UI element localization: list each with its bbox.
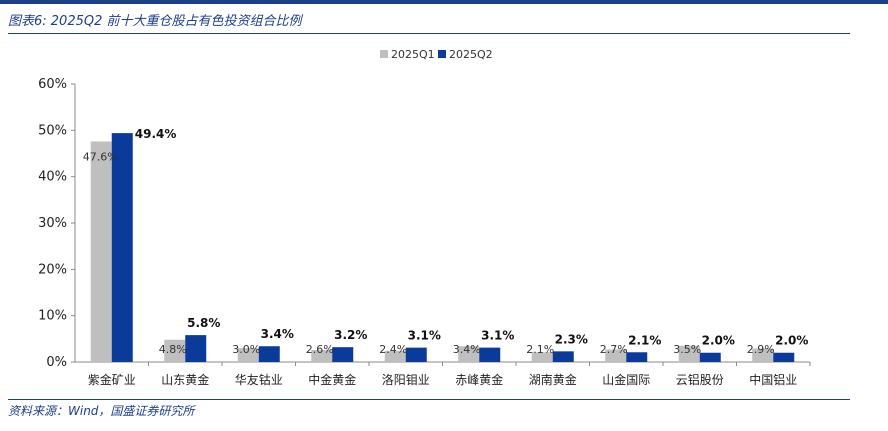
bar-2025q1 <box>458 346 480 362</box>
data-label-2025q2: 3.4% <box>261 327 294 341</box>
y-tick-label: 20% <box>38 262 67 277</box>
data-label-2025q1: 2.7% <box>600 343 628 356</box>
bars-group <box>90 133 795 362</box>
bar-2025q2 <box>479 347 501 362</box>
x-category-label: 中金黄金 <box>308 372 356 387</box>
bar-2025q1 <box>90 141 112 362</box>
legend-swatch-2025q1 <box>380 50 388 58</box>
y-tick-label: 10% <box>38 309 67 324</box>
data-label-2025q2: 2.3% <box>555 332 588 346</box>
x-category-label: 中国铝业 <box>749 372 797 387</box>
chart-legend: 2025Q1 2025Q2 <box>380 48 493 61</box>
data-label-2025q2: 5.8% <box>187 316 220 330</box>
top-accent-line <box>0 0 888 4</box>
bar-2025q1 <box>752 348 774 362</box>
bar-2025q1 <box>678 345 700 362</box>
y-tick-label: 60% <box>38 77 67 92</box>
bar-2025q1 <box>311 349 333 362</box>
y-tick-label: 50% <box>38 123 67 138</box>
title-divider <box>8 33 850 34</box>
bar-2025q2 <box>111 133 133 362</box>
bar-2025q2 <box>405 347 427 362</box>
x-category-label: 山金国际 <box>602 372 650 387</box>
bar-2025q2 <box>332 347 354 362</box>
data-label-2025q1: 3.4% <box>453 343 481 356</box>
bar-2025q1 <box>605 349 627 362</box>
data-label-2025q1: 2.9% <box>747 343 775 356</box>
x-category-label: 洛阳钼业 <box>382 372 430 387</box>
x-axis: 紫金矿业 山东黄金 华友钴业 中金黄金 洛阳钼业 赤峰黄金 湖南黄金 山金国际 云铝股份 中国铝业 <box>75 361 811 387</box>
y-tick-label: 40% <box>38 170 67 185</box>
bar-2025q2 <box>773 352 795 362</box>
data-label-2025q1: 47.6% <box>83 150 118 163</box>
x-category-label: 赤峰黄金 <box>455 372 503 387</box>
data-label-2025q1: 3.5% <box>673 343 701 356</box>
source-note: 资料来源：Wind，国盛证券研究所 <box>8 404 195 418</box>
bar-2025q2 <box>699 352 721 362</box>
x-category-label: 云铝股份 <box>676 372 724 387</box>
legend-label-2025q2: 2025Q2 <box>449 48 493 61</box>
data-label-2025q1: 2.1% <box>526 343 554 356</box>
bar-2025q2 <box>552 351 574 362</box>
x-category-label: 湖南黄金 <box>529 372 577 387</box>
figure-title: 图表6: 2025Q2 前十大重仓股占有色投资组合比例 <box>8 14 302 29</box>
bar-chart: 2025Q1 2025Q2 0% 10% 20% 30% 40% 50% 60% 紫金矿业 山东… <box>38 48 811 387</box>
data-label-2025q1: 2.6% <box>306 343 334 356</box>
data-label-2025q1: 4.8% <box>159 343 187 356</box>
data-label-2025q1: 2.4% <box>379 343 407 356</box>
data-label-2025q2: 3.1% <box>481 329 514 343</box>
bar-2025q1 <box>237 348 259 362</box>
data-label-2025q1: 3.0% <box>232 343 260 356</box>
data-label-2025q2: 2.0% <box>775 334 808 348</box>
legend-swatch-2025q2 <box>438 50 446 58</box>
x-category-label: 山东黄金 <box>161 372 209 387</box>
bar-2025q2 <box>626 352 648 362</box>
data-label-2025q2: 49.4% <box>135 127 177 141</box>
data-labels-group: 47.6%49.4%4.8%5.8%3.0%3.4%2.6%3.2%2.4%3.… <box>83 127 809 356</box>
bar-2025q1 <box>531 352 553 362</box>
data-label-2025q2: 3.1% <box>408 329 441 343</box>
y-tick-label: 30% <box>38 216 67 231</box>
bar-2025q1 <box>164 339 186 362</box>
x-category-label: 华友钴业 <box>235 372 283 387</box>
y-tick-label: 0% <box>46 355 67 370</box>
bar-2025q1 <box>384 350 406 362</box>
x-category-label: 紫金矿业 <box>88 372 136 387</box>
legend-label-2025q1: 2025Q1 <box>391 48 435 61</box>
bar-2025q2 <box>258 346 280 362</box>
data-label-2025q2: 2.1% <box>628 333 661 347</box>
data-label-2025q2: 3.2% <box>334 328 367 342</box>
data-label-2025q2: 2.0% <box>702 334 735 348</box>
bar-2025q2 <box>185 335 207 362</box>
source-divider <box>8 399 850 400</box>
y-axis: 0% 10% 20% 30% 40% 50% 60% <box>38 77 76 370</box>
